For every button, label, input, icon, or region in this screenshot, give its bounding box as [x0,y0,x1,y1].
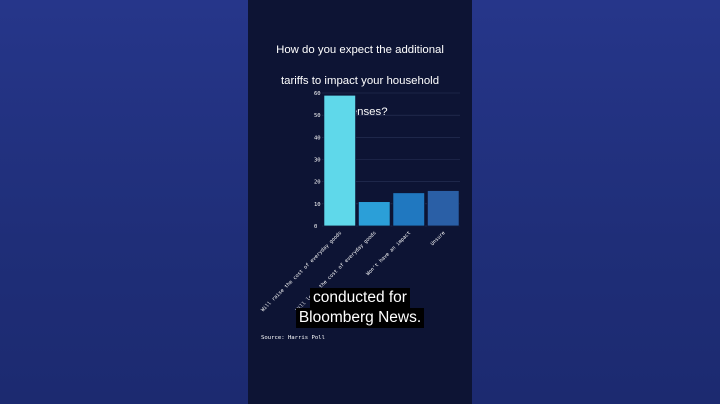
bar-2 [357,201,391,227]
caption-line-2: Bloomberg News. [295,308,425,328]
title-line-1: How do you expect the additional [276,43,444,56]
video-caption: conducted for Bloomberg News. [248,288,472,328]
y-tick-label-60: 60 [314,91,321,97]
background-right [472,0,720,404]
chart-source: Source: Harris Poll [261,335,325,341]
bar-4 [426,190,460,227]
y-tick-label-40: 40 [314,135,321,141]
title-line-2: tariffs to impact your household [280,74,440,87]
y-tick-label-10: 10 [314,202,321,208]
caption-line-1: conducted for [310,288,410,308]
video-panel: How do you expect the additional tariffs… [248,0,472,404]
y-tick-label-0: 0 [314,224,317,230]
bar-3 [392,192,426,227]
background-left [0,0,248,404]
y-tick-label-50: 50 [314,113,321,119]
x-tick-label-4: Unsure [430,230,447,247]
bar-1 [323,94,357,227]
y-tick-label-20: 20 [314,180,321,186]
y-tick-label-30: 30 [314,158,321,164]
